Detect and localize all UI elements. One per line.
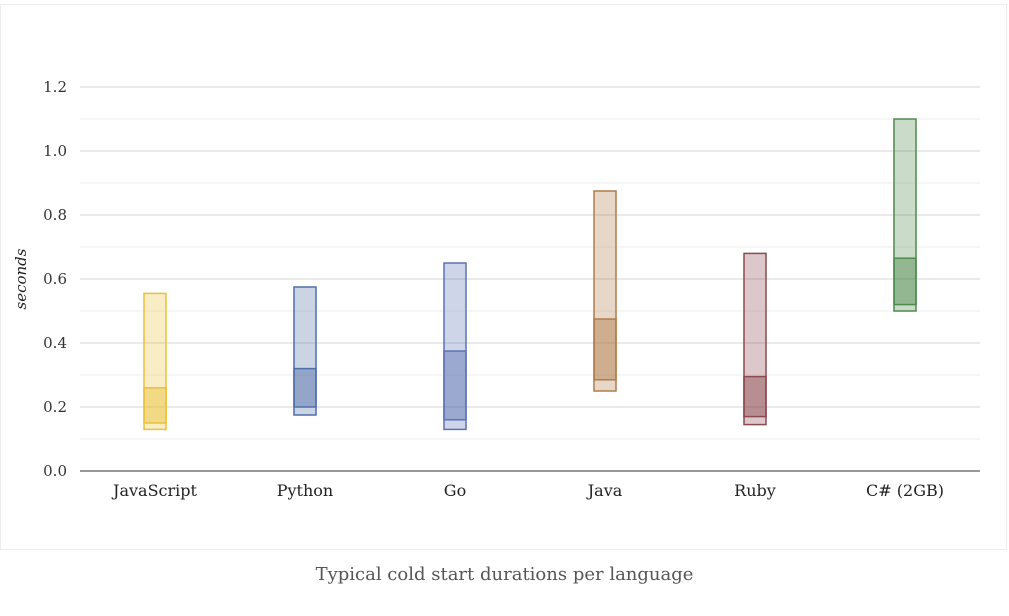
- range-bar-go: [443, 262, 467, 431]
- y-tick-label: 0.8: [43, 206, 67, 224]
- range-bar-javascript: [143, 292, 167, 431]
- x-tick-label: Java: [586, 481, 623, 500]
- grid-lines: [80, 86, 980, 440]
- range-bar-outer: [443, 262, 467, 431]
- y-tick-label: 0.4: [43, 334, 67, 352]
- x-tick-label: C# (2GB): [866, 481, 944, 500]
- y-tick-labels: 0.0 0.2 0.4 0.6 0.8 1.0 1.2: [43, 78, 67, 480]
- range-bar-outer: [143, 292, 167, 431]
- range-bar-c-2gb: [893, 118, 917, 312]
- x-tick-labels: JavaScript Python Go Java Ruby C# (2GB): [111, 481, 944, 500]
- y-tick-label: 0.2: [43, 398, 67, 416]
- range-bar-outer: [893, 118, 917, 312]
- range-bar-inner: [743, 375, 767, 418]
- y-tick-label: 0.6: [43, 270, 67, 288]
- y-tick-label: 0.0: [43, 462, 67, 480]
- chart-svg: 0.0 0.2 0.4 0.6 0.8 1.0 1.2 JavaScript Python Go…: [12, 78, 980, 500]
- range-bar-outer: [743, 252, 767, 426]
- x-tick-label: Python: [277, 481, 333, 500]
- y-tick-label: 1.2: [43, 78, 67, 96]
- range-bar-outer: [293, 286, 317, 416]
- x-tick-label: Go: [444, 481, 466, 500]
- range-bar-java: [593, 190, 617, 392]
- chart-card: [0, 4, 1007, 550]
- range-bar-inner: [893, 257, 917, 306]
- range-bar-inner: [593, 318, 617, 381]
- y-axis-title: seconds: [12, 248, 30, 309]
- chart-caption: Typical cold start durations per languag…: [315, 564, 694, 585]
- x-tick-label: Ruby: [734, 481, 776, 500]
- x-tick-label: JavaScript: [111, 481, 197, 500]
- range-bars: [143, 118, 917, 431]
- range-bar-inner: [443, 350, 467, 421]
- y-tick-label: 1.0: [43, 142, 67, 160]
- range-bar-inner: [143, 387, 167, 424]
- range-bar-python: [293, 286, 317, 416]
- range-bar-outer: [593, 190, 617, 392]
- range-bar-ruby: [743, 252, 767, 426]
- range-bar-inner: [293, 367, 317, 408]
